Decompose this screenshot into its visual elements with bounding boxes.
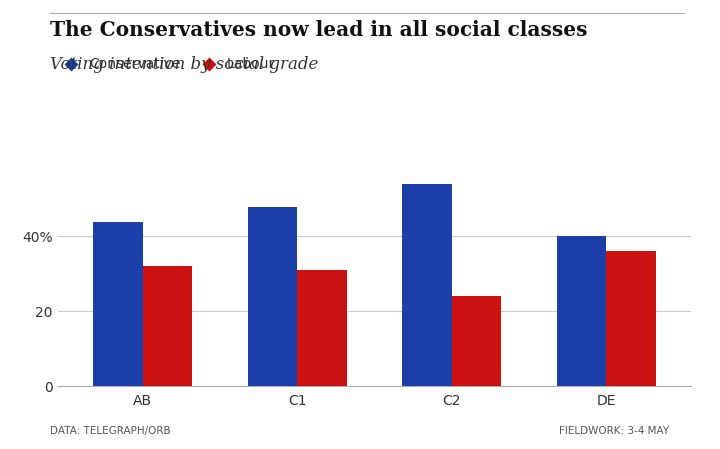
Bar: [402, 184, 451, 386]
Text: Voting intention by social grade: Voting intention by social grade: [50, 56, 319, 73]
Text: DATA: TELEGRAPH/ORB: DATA: TELEGRAPH/ORB: [50, 426, 171, 436]
Text: FIELDWORK: 3-4 MAY: FIELDWORK: 3-4 MAY: [559, 426, 670, 436]
Bar: [297, 270, 346, 386]
Bar: [606, 251, 656, 386]
Bar: [248, 207, 297, 386]
Bar: [143, 266, 192, 386]
Bar: [451, 296, 501, 386]
Bar: [93, 221, 143, 386]
Text: The Conservatives now lead in all social classes: The Conservatives now lead in all social…: [50, 20, 588, 40]
Bar: [557, 237, 606, 386]
Legend: Conservative, Labour: Conservative, Labour: [52, 52, 280, 77]
